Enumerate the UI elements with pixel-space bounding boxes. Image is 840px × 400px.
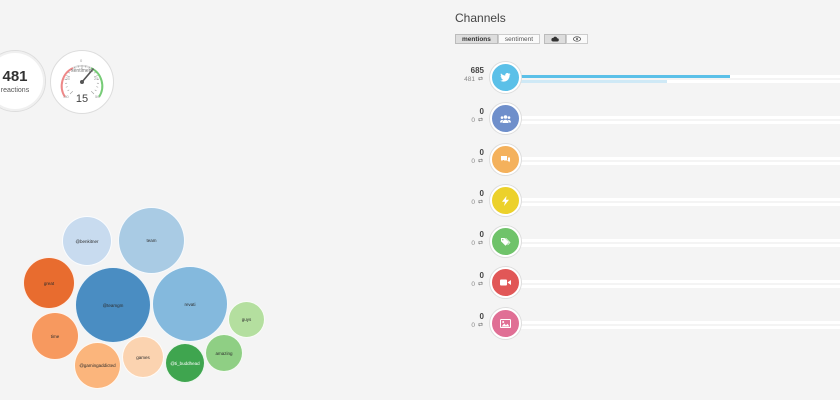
channel-mentions-count: 0 — [479, 271, 484, 280]
reactions-bar-fill — [520, 80, 668, 83]
mentions-bar-track — [520, 116, 840, 119]
bubble-word[interactable]: great — [23, 257, 75, 309]
channel-reactions-count: 0 — [471, 322, 475, 329]
retweet-icon — [477, 117, 484, 124]
cloud-view-button[interactable] — [544, 34, 567, 44]
metric-toggle: mentions sentiment — [455, 34, 541, 44]
gauge-tick-label: 50 — [95, 94, 100, 99]
gauge-needle — [81, 68, 94, 83]
channel-icon-button[interactable] — [490, 226, 521, 257]
bubble-word[interactable]: @benkitner — [62, 216, 112, 266]
bubble-word[interactable]: amazing — [205, 334, 243, 372]
reactions-bar-track — [520, 203, 840, 206]
bolt-icon — [502, 195, 509, 206]
channel-mentions-count: 0 — [479, 189, 484, 198]
cloud-icon — [551, 36, 559, 42]
mentions-bar-fill — [520, 75, 730, 78]
eye-view-button[interactable] — [566, 34, 589, 44]
channel-reactions: 0 — [471, 117, 484, 124]
channel-icon-button[interactable] — [490, 144, 521, 175]
channel-reactions: 0 — [471, 322, 484, 329]
bubble-word[interactable]: games — [122, 336, 164, 378]
bubble-word[interactable]: team — [118, 207, 185, 274]
mentions-bar-track — [520, 280, 840, 283]
video-icon — [500, 279, 511, 286]
channel-reactions-count: 0 — [471, 281, 475, 288]
channel-row-twitter[interactable]: 685 481 — [440, 62, 840, 96]
gauge-tick-label: 0 — [80, 58, 83, 63]
channel-reactions: 0 — [471, 240, 484, 247]
channel-icon-button[interactable] — [490, 62, 521, 93]
gauge-tick-label: -50 — [63, 94, 69, 99]
chat-icon — [500, 155, 511, 164]
reactions-bar-track — [520, 244, 840, 247]
channel-reactions-count: 0 — [471, 117, 475, 124]
channels-toolbar: mentions sentiment — [455, 34, 589, 44]
channel-reactions: 0 — [471, 281, 484, 288]
gauge-dial — [60, 64, 104, 98]
mentions-bar-track — [520, 157, 840, 160]
image-icon — [500, 319, 511, 328]
mentions-bar-track — [520, 75, 840, 78]
retweet-icon — [477, 240, 484, 247]
mentions-bar-track — [520, 239, 840, 242]
retweet-icon — [477, 281, 484, 288]
channel-reactions: 0 — [471, 199, 484, 206]
bubble-word[interactable]: revati — [152, 266, 228, 342]
users-icon — [500, 114, 511, 123]
gauge-tick-label: 25 — [94, 76, 99, 81]
channel-icon-button[interactable] — [490, 308, 521, 339]
channel-mentions-count: 0 — [479, 148, 484, 157]
channel-reactions: 0 — [471, 158, 484, 165]
channel-reactions: 481 — [464, 76, 484, 83]
channels-title: Channels — [455, 11, 506, 25]
bubble-word[interactable]: time — [31, 312, 79, 360]
retweet-icon — [477, 322, 484, 329]
eye-icon — [573, 36, 582, 42]
view-toggle — [544, 34, 589, 44]
retweet-icon — [477, 199, 484, 206]
tag-icon — [500, 237, 511, 246]
channel-mentions-count: 0 — [479, 312, 484, 321]
reactions-bar-track — [520, 80, 840, 83]
bubble-word[interactable]: guys — [228, 301, 265, 338]
reactions-count: 481 — [2, 67, 28, 85]
reactions-label: reactions — [0, 86, 30, 94]
gauge-title: sentiment — [71, 68, 93, 74]
channel-mentions-count: 0 — [479, 230, 484, 239]
retweet-icon — [477, 76, 484, 83]
channel-reactions-count: 0 — [471, 199, 475, 206]
retweet-icon — [477, 158, 484, 165]
bubble-word[interactable]: @ti_buddhead — [165, 343, 205, 383]
reactions-stat: 481 reactions — [0, 50, 46, 112]
reactions-bar-track — [520, 162, 840, 165]
gauge-value: 15 — [75, 93, 89, 105]
channel-mentions-count: 0 — [479, 107, 484, 116]
mentions-bar-track — [520, 198, 840, 201]
reactions-bar-track — [520, 326, 840, 329]
bubble-word[interactable]: @gamingaddicted — [74, 342, 121, 389]
mentions-button[interactable]: mentions — [455, 34, 498, 44]
channel-icon-button[interactable] — [490, 103, 521, 134]
channel-reactions-count: 0 — [471, 158, 475, 165]
reactions-bar-track — [520, 121, 840, 124]
channel-mentions-count: 685 — [470, 66, 484, 75]
mentions-bar-track — [520, 321, 840, 324]
channel-reactions-count: 481 — [464, 76, 475, 83]
channel-reactions-count: 0 — [471, 240, 475, 247]
gauge-tick-label: -25 — [64, 76, 70, 81]
sentiment-gauge: -50 -25 0 25 50 sentiment 15 — [50, 50, 114, 114]
channel-icon-button[interactable] — [490, 267, 521, 298]
sentiment-button[interactable]: sentiment — [497, 34, 541, 44]
twitter-icon — [500, 73, 511, 82]
bubble-word[interactable]: @teamgm — [75, 267, 151, 343]
reactions-bar-track — [520, 285, 840, 288]
channel-icon-button[interactable] — [490, 185, 521, 216]
